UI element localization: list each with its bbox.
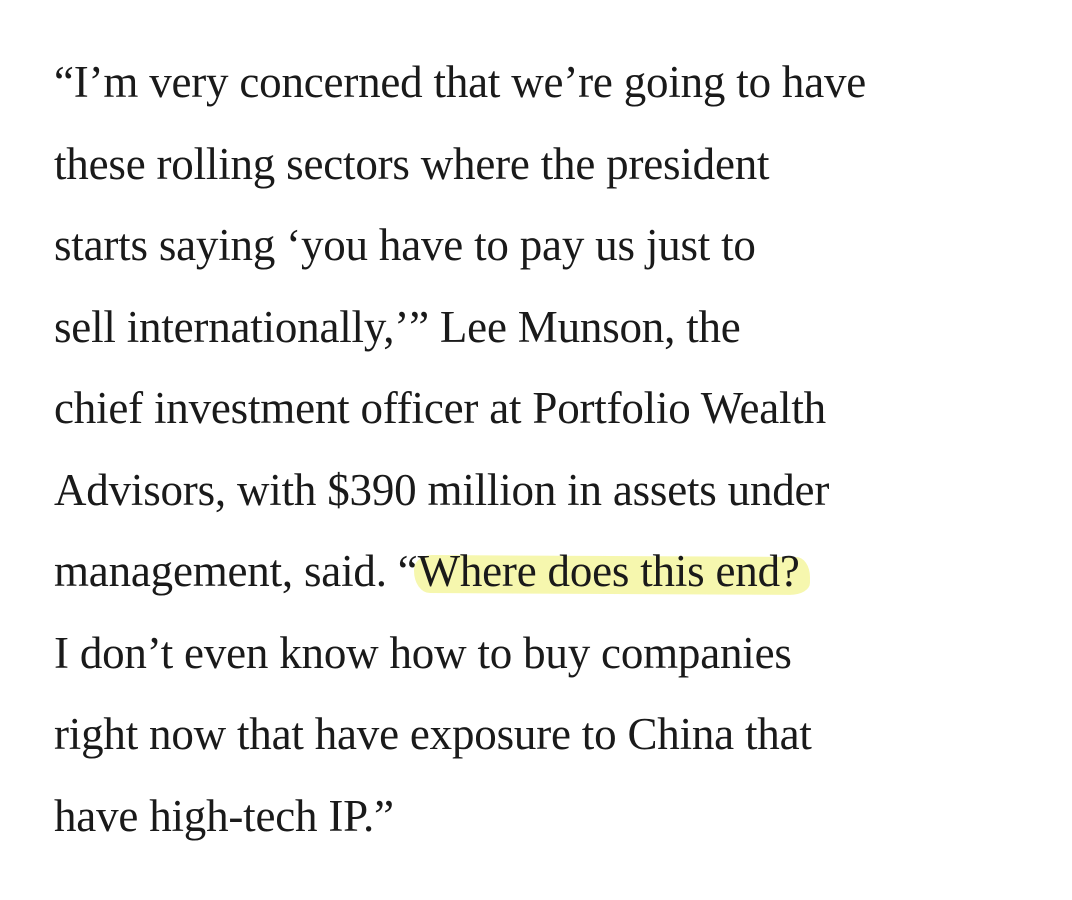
text-line-5: chief investment officer at Portfolio We… xyxy=(54,383,826,433)
text-line-7-start: management, said. “ xyxy=(54,546,418,596)
text-line-8: I don’t even know how to buy companies xyxy=(54,627,792,678)
text-line-4: sell internationally,’” Lee Munson, the xyxy=(54,301,741,352)
text-line-10: have high-tech IP.” xyxy=(54,790,394,841)
article-paragraph: “I’m very concerned that we’re going to … xyxy=(54,42,1054,857)
text-line-3: starts saying ‘you have to pay us just t… xyxy=(54,220,756,270)
text-line-7: management, said. “Where does this end? xyxy=(54,531,1054,613)
text-line-2: these rolling sectors where the presiden… xyxy=(54,138,770,189)
text-line-6: Advisors, with $390 million in assets un… xyxy=(54,464,830,515)
text-line-9: right now that have exposure to China th… xyxy=(54,709,812,759)
highlighted-quote: Where does this end? xyxy=(417,546,800,596)
text-line-1: “I’m very concerned that we’re going to … xyxy=(54,57,867,107)
